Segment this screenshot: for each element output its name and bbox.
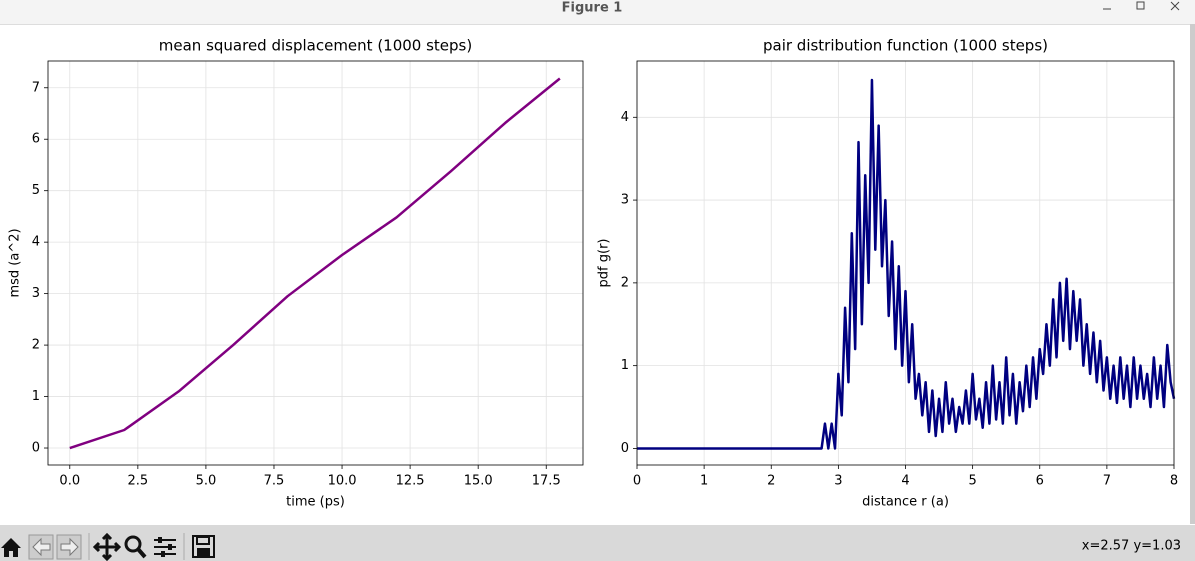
y-tick-label: 6 [32, 132, 40, 147]
y-tick-label: 3 [621, 193, 629, 208]
x-tick-label: 5.0 [196, 474, 217, 489]
y-tick-label: 7 [32, 80, 40, 95]
x-tick-label: 17.5 [532, 474, 561, 489]
data-line [69, 77, 561, 450]
back-button[interactable] [28, 534, 54, 560]
x-tick-label: 2 [767, 474, 775, 489]
axes-frame [47, 60, 584, 466]
y-tick-label: 5 [32, 183, 40, 198]
configure-button[interactable] [154, 537, 176, 557]
close-button[interactable] [1170, 1, 1180, 11]
y-tick-label: 4 [621, 110, 629, 125]
home-button[interactable] [1, 538, 21, 557]
y-tick-label: 3 [32, 286, 40, 301]
y-tick-label: 2 [621, 275, 629, 290]
cursor-status: x=2.57 y=1.03 [1082, 539, 1181, 554]
x-tick-label: 8 [1170, 474, 1178, 489]
y-tick-label: 1 [621, 358, 629, 373]
y-axis-label: pdf g(r) [597, 239, 612, 288]
y-tick-label: 0 [621, 441, 629, 456]
x-tick-label: 10.0 [328, 474, 357, 489]
x-tick-label: 3 [834, 474, 842, 489]
y-axis-label: msd (a^2) [8, 228, 23, 297]
x-axis-label: time (ps) [286, 495, 345, 510]
save-button[interactable] [192, 535, 215, 558]
chart-title: pair distribution function (1000 steps) [763, 37, 1048, 55]
x-tick-label: 0.0 [59, 474, 80, 489]
maximize-button[interactable] [1136, 1, 1145, 10]
forward-button[interactable] [56, 534, 82, 560]
x-tick-label: 5 [968, 474, 976, 489]
x-tick-label: 0 [633, 474, 641, 489]
data-line [637, 78, 1176, 450]
y-tick-label: 2 [32, 338, 40, 353]
title-bar [0, 0, 1195, 24]
pan-button[interactable] [92, 532, 122, 561]
x-tick-label: 12.5 [396, 474, 425, 489]
x-tick-label: 4 [901, 474, 909, 489]
y-tick-label: 4 [32, 235, 40, 250]
x-tick-label: 7.5 [264, 474, 285, 489]
x-tick-label: 2.5 [128, 474, 149, 489]
x-tick-label: 15.0 [464, 474, 493, 489]
chart-title: mean squared displacement (1000 steps) [159, 37, 472, 55]
x-tick-label: 1 [700, 474, 708, 489]
zoom-button[interactable] [124, 535, 147, 559]
axes-frame [636, 60, 1175, 466]
y-tick-label: 1 [32, 389, 40, 404]
x-axis-label: distance r (a) [862, 495, 949, 510]
x-tick-label: 7 [1103, 474, 1111, 489]
x-tick-label: 6 [1036, 474, 1044, 489]
toolbar [0, 525, 1195, 561]
window-title: Figure 1 [562, 1, 623, 16]
y-tick-label: 0 [32, 441, 40, 456]
window-edge [1190, 24, 1195, 524]
